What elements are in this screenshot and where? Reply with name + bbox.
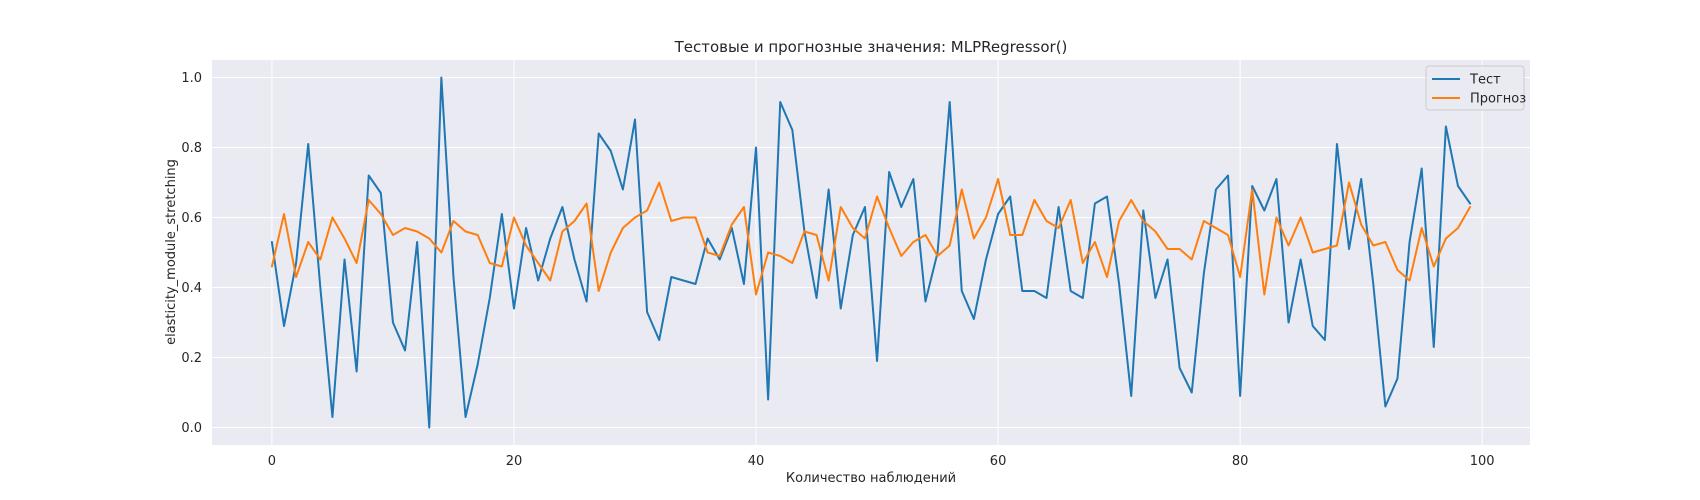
- legend: Тест Прогноз: [1425, 65, 1526, 111]
- chart-title: Тестовые и прогнозные значения: MLPRegre…: [674, 38, 1068, 56]
- x-axis-ticks: 0 20 40 60 80 100: [268, 454, 1495, 469]
- x-tick-label: 100: [1470, 454, 1495, 469]
- y-axis-label: elasticity_module_stretching: [164, 159, 179, 345]
- series-layer: [270, 76, 1472, 429]
- y-axis-ticks: 0.0 0.2 0.4 0.6 0.8 1.0: [181, 71, 202, 436]
- series-line: [270, 178, 1472, 296]
- x-axis-label: Количество наблюдений: [786, 471, 956, 486]
- y-tick-label: 1.0: [181, 71, 202, 86]
- x-tick-label: 60: [990, 454, 1007, 469]
- y-tick-label: 0.2: [181, 351, 202, 366]
- y-tick-label: 0.8: [181, 141, 202, 156]
- y-tick-label: 0.6: [181, 211, 202, 226]
- y-tick-label: 0.0: [181, 421, 202, 436]
- x-tick-label: 80: [1232, 454, 1249, 469]
- x-tick-label: 20: [506, 454, 523, 469]
- plot-area: [212, 60, 1530, 445]
- x-tick-label: 40: [748, 454, 765, 469]
- y-tick-label: 0.4: [181, 281, 202, 296]
- x-tick-label: 0: [268, 454, 276, 469]
- series-line: [270, 76, 1472, 429]
- legend-entry: Тест: [1469, 73, 1501, 88]
- legend-entry: Прогноз: [1470, 92, 1526, 107]
